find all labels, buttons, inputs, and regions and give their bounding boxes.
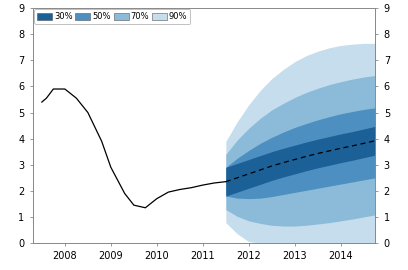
Legend: 30%, 50%, 70%, 90%: 30%, 50%, 70%, 90%	[34, 9, 190, 24]
